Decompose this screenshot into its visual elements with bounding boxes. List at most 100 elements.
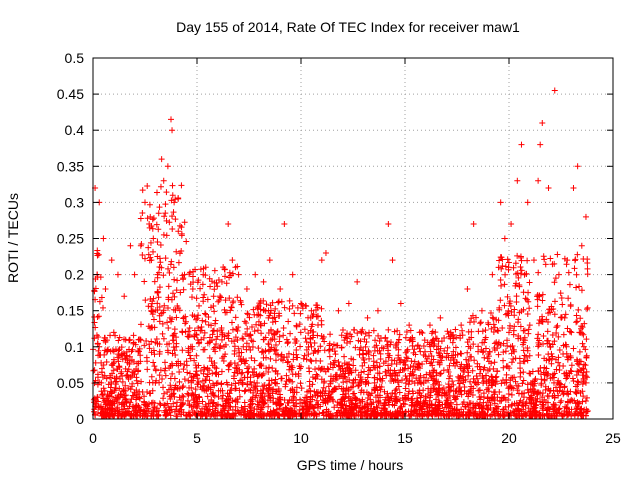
data-point <box>436 359 443 366</box>
data-point <box>357 389 364 396</box>
data-point <box>512 260 519 267</box>
data-point <box>409 368 416 375</box>
data-point <box>518 267 525 274</box>
data-point <box>309 381 316 388</box>
data-point <box>120 350 127 357</box>
data-point <box>571 411 578 418</box>
data-point <box>317 366 324 373</box>
data-point <box>266 257 273 264</box>
data-point <box>274 328 281 335</box>
data-point <box>238 357 245 364</box>
data-point <box>283 336 290 343</box>
data-point <box>338 372 345 379</box>
data-point <box>450 348 457 355</box>
data-point <box>534 291 541 298</box>
data-point <box>565 295 572 302</box>
data-point <box>150 359 157 366</box>
data-point <box>583 354 590 361</box>
data-point <box>512 282 519 289</box>
data-point <box>327 380 334 387</box>
data-point <box>284 359 291 366</box>
data-point <box>401 401 408 408</box>
data-point <box>504 293 511 300</box>
data-point <box>583 394 590 401</box>
data-point <box>395 354 402 361</box>
data-point <box>94 252 101 259</box>
data-point <box>166 340 173 347</box>
data-point <box>161 302 168 309</box>
data-point <box>154 238 161 245</box>
data-point <box>444 344 451 351</box>
data-point <box>110 367 117 374</box>
data-point <box>406 322 413 329</box>
data-point <box>127 242 134 249</box>
data-point <box>500 412 507 419</box>
data-point <box>180 286 187 293</box>
data-point <box>479 349 486 356</box>
data-point <box>107 372 114 379</box>
data-point <box>159 376 166 383</box>
data-point <box>507 303 514 310</box>
data-point <box>507 298 514 305</box>
data-point <box>135 368 142 375</box>
data-point <box>213 402 220 409</box>
data-point <box>393 395 400 402</box>
data-point <box>500 349 507 356</box>
data-point <box>215 276 222 283</box>
data-point <box>175 228 182 235</box>
data-point <box>437 354 444 361</box>
data-point <box>244 408 251 415</box>
data-point <box>224 332 231 339</box>
data-point <box>259 389 266 396</box>
data-point <box>202 272 209 279</box>
data-point <box>156 318 163 325</box>
data-point <box>395 379 402 386</box>
data-point <box>535 367 542 374</box>
data-point <box>497 342 504 349</box>
data-point <box>425 390 432 397</box>
data-point <box>276 338 283 345</box>
data-point <box>139 388 146 395</box>
data-point <box>353 396 360 403</box>
data-point <box>283 372 290 379</box>
data-point <box>169 192 176 199</box>
data-point <box>258 394 265 401</box>
data-point <box>580 393 587 400</box>
data-point <box>419 361 426 368</box>
data-point <box>269 335 276 342</box>
data-point <box>500 357 507 364</box>
data-point <box>260 278 267 285</box>
data-point <box>375 398 382 405</box>
data-point <box>518 390 525 397</box>
data-point <box>210 293 217 300</box>
data-point <box>231 350 238 357</box>
data-point <box>362 330 369 337</box>
data-point <box>254 304 261 311</box>
data-point <box>260 306 267 313</box>
data-point <box>330 375 337 382</box>
data-point <box>143 354 150 361</box>
data-point <box>207 400 214 407</box>
data-point <box>171 347 178 354</box>
data-point <box>92 359 99 366</box>
data-point <box>501 302 508 309</box>
data-point <box>222 309 229 316</box>
data-point <box>130 392 137 399</box>
data-point <box>267 310 274 317</box>
data-point <box>148 338 155 345</box>
data-point <box>202 401 209 408</box>
data-point <box>119 399 126 406</box>
data-point <box>209 390 216 397</box>
data-point <box>263 354 270 361</box>
data-point <box>250 389 257 396</box>
data-point <box>385 367 392 374</box>
data-point <box>381 388 388 395</box>
data-point <box>582 373 589 380</box>
data-point <box>579 324 586 331</box>
data-point <box>173 403 180 410</box>
data-point <box>263 385 270 392</box>
data-point <box>474 375 481 382</box>
data-point <box>437 370 444 377</box>
data-point <box>149 300 156 307</box>
data-point <box>432 329 439 336</box>
